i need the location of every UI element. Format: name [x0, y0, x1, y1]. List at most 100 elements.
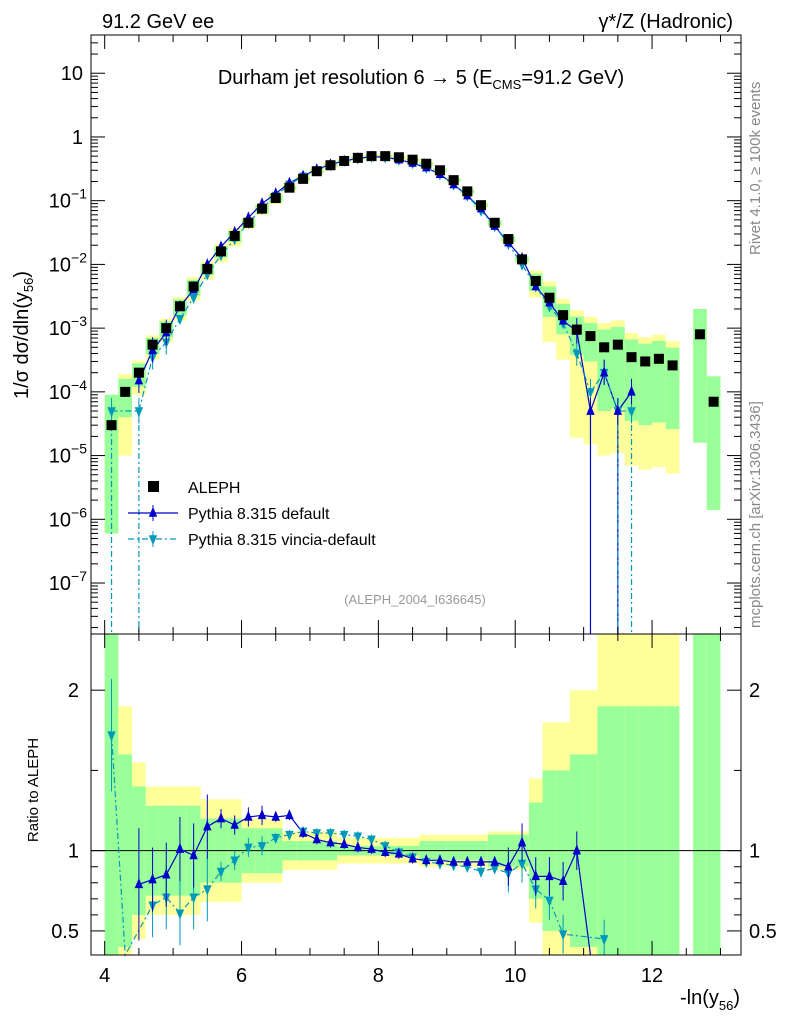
ratio-plot-series: [91, 678, 741, 958]
mcplots-label: mcplots.cern.ch [arXiv:1306.3436]: [747, 401, 764, 628]
main-band-inner: [706, 376, 721, 510]
rivet-version-label: Rivet 4.1.0, ≥ 100k events: [747, 82, 764, 255]
y-tick-label: 10: [61, 63, 83, 85]
aleph-data-point: [612, 339, 623, 350]
aleph-data-point: [133, 367, 144, 378]
ratio-default-marker: [517, 836, 527, 847]
ratio-band-inner: [611, 706, 625, 955]
ratio-default-marker: [435, 854, 445, 865]
title-main: Durham jet resolution 6: [218, 67, 425, 89]
ratio-default-marker: [394, 847, 404, 858]
ratio-y-tick-label-right: 2: [749, 680, 760, 702]
title-after-arrow: 5 (E: [456, 67, 493, 89]
ratio-vincia-marker: [490, 864, 499, 875]
ratio-vincia-marker: [244, 843, 253, 854]
ratio-default-marker: [353, 841, 363, 852]
legend-entry: Pythia 8.315 default: [128, 505, 330, 523]
ratio-band-inner: [624, 706, 639, 955]
aleph-data-point: [571, 324, 582, 335]
ratio-band-inner: [693, 634, 707, 955]
ratio-vincia-marker: [285, 830, 294, 841]
ratio-band-inner: [665, 706, 680, 955]
vincia-marker: [189, 293, 198, 305]
aleph-data-point: [694, 329, 705, 340]
default-marker: [134, 374, 144, 385]
ratio-axes: 2 2 1 1 0.5 0.5 4 6 8 10 12: [51, 633, 777, 987]
ratio-default-marker: [285, 809, 294, 820]
legend-marker-square: [148, 481, 159, 492]
main-plot-series: [106, 150, 719, 634]
chart-title: Durham jet resolution 6 → 5 (ECMS=91.2 G…: [218, 67, 624, 92]
main-uncertainty-bands: [104, 154, 721, 534]
ratio-y-tick-label-left: 0.5: [51, 921, 79, 943]
x-axis-label-sub: 56: [719, 998, 733, 1013]
legend-entry: ALEPH: [148, 480, 240, 497]
ratio-default-marker: [339, 837, 349, 849]
aleph-data-point: [434, 165, 445, 176]
vincia-marker: [586, 388, 595, 399]
legend-marker-triangle-down: [148, 535, 158, 546]
main-axes: 10 1 10−1 10−2 10−3 10−4 10−5 10−6 10−7: [49, 34, 742, 635]
ratio-default-marker: [162, 868, 171, 879]
aleph-data-point: [380, 151, 391, 162]
aleph-data-point: [476, 200, 486, 211]
title-arrow: →: [430, 67, 450, 89]
aleph-data-point: [503, 234, 514, 245]
x-tick-label: 4: [99, 965, 110, 987]
ratio-vincia-marker: [367, 835, 376, 846]
ratio-y-axis-label: Ratio to ALEPH: [25, 738, 42, 842]
ratio-default-line: [138, 814, 592, 956]
ratio-vincia-marker: [545, 896, 554, 907]
ratio-vincia-marker: [476, 867, 486, 878]
ratio-band-inner: [652, 706, 666, 955]
ratio-default-marker: [408, 852, 417, 863]
ratio-vincia-marker: [339, 830, 349, 841]
legend: ALEPH Pythia 8.315 default Pythia 8.315 vi…: [128, 480, 376, 549]
main-band-inner: [583, 323, 598, 362]
ratio-default-marker: [504, 860, 513, 871]
x-tick-label: 10: [504, 965, 526, 987]
aleph-data-point: [257, 203, 268, 214]
aleph-data-point: [640, 356, 651, 367]
ratio-vincia-marker: [517, 859, 527, 870]
default-line: [138, 156, 633, 414]
x-tick-label: 8: [373, 965, 384, 987]
ratio-vincia-marker: [216, 867, 226, 878]
aleph-data-point: [270, 193, 281, 204]
ratio-default-marker: [367, 842, 376, 853]
aleph-data-point: [393, 152, 404, 163]
aleph-data-point: [120, 386, 131, 397]
ratio-uncertainty-bands: [104, 634, 721, 955]
x-axis-label-main: -ln(y: [680, 987, 719, 1009]
y-tick-label: 10−3: [49, 313, 87, 340]
legend-marker-triangle-up: [148, 506, 158, 517]
ratio-default-marker: [572, 844, 581, 855]
ratio-vincia-marker: [326, 829, 335, 840]
aleph-data-point: [421, 158, 432, 169]
aleph-data-point: [106, 420, 117, 431]
ratio-default-marker: [381, 845, 390, 857]
y-tick-label: 10−2: [49, 249, 87, 276]
ratio-default-marker: [134, 878, 144, 889]
ratio-default-marker: [476, 855, 486, 866]
aleph-data-point: [366, 151, 377, 162]
ratio-vincia-marker: [558, 930, 568, 941]
aleph-data-point: [339, 155, 350, 166]
aleph-data-point: [311, 166, 322, 177]
default-marker: [627, 385, 636, 396]
aleph-data-point: [188, 281, 199, 292]
vincia-marker: [107, 407, 116, 418]
aleph-data-point: [407, 154, 418, 165]
legend-entry: Pythia 8.315 vincia-default: [128, 531, 376, 549]
aleph-data-point: [284, 182, 295, 193]
vincia-marker: [134, 407, 144, 418]
ratio-default-marker: [175, 842, 185, 853]
aleph-data-point: [667, 360, 678, 371]
y-axis-label: 1/σ dσ/dln(y56): [11, 271, 36, 399]
legend-label: Pythia 8.315 default: [188, 506, 330, 523]
ratio-default-marker: [312, 833, 321, 844]
ratio-band-inner: [706, 634, 721, 955]
ratio-default-marker: [216, 812, 226, 823]
ratio-vincia-marker: [189, 893, 198, 904]
ratio-default-marker: [545, 870, 554, 881]
